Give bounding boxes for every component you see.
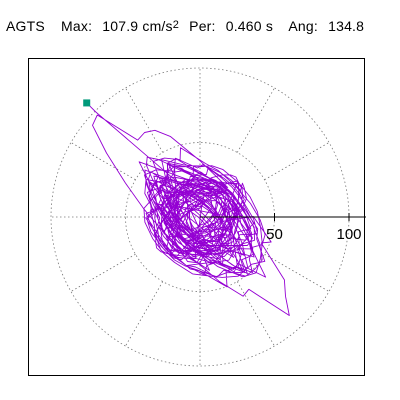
grid-spoke-300 xyxy=(236,281,275,347)
ang-value: 134.8 xyxy=(328,18,365,34)
particle-motion-trace xyxy=(86,102,290,316)
grid-spoke-30 xyxy=(264,142,330,181)
station-code: AGTS xyxy=(6,18,45,34)
per-value: 0.460 s xyxy=(225,18,274,34)
grid-spoke-330 xyxy=(264,253,330,292)
per-label: Per: xyxy=(189,18,216,34)
grid-spoke-210 xyxy=(70,253,136,292)
grid-spoke-240 xyxy=(125,281,164,347)
max-exponent: 2 xyxy=(172,19,180,31)
radial-tick-label-100: 100 xyxy=(336,226,361,243)
header-line: AGTS Max: 107.9 cm/s2 Per: 0.460 s Ang: … xyxy=(6,18,364,34)
max-label: Max: xyxy=(61,18,93,34)
radial-tick-label-50: 50 xyxy=(266,226,283,243)
polar-plot-frame: 50 100 xyxy=(28,58,366,376)
max-value: 107.9 cm/s xyxy=(102,18,173,34)
ang-label: Ang: xyxy=(288,18,318,34)
polar-chart: 50 100 xyxy=(50,67,366,367)
peak-marker xyxy=(83,99,91,107)
grid-spoke-150 xyxy=(70,142,136,181)
grid-spoke-120 xyxy=(125,87,164,153)
grid-spoke-60 xyxy=(236,87,275,153)
